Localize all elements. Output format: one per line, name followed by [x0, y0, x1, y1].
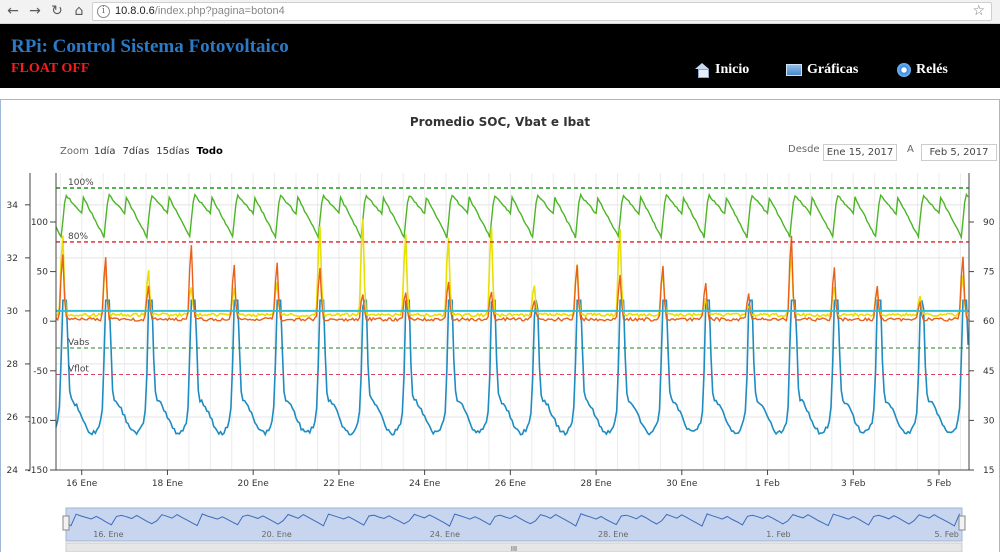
- from-date-input[interactable]: Ene 15, 2017: [823, 144, 897, 161]
- zoom-label: Zoom: [60, 146, 89, 157]
- to-date-input[interactable]: Feb 5, 2017: [921, 144, 997, 161]
- chart-title: Promedio SOC, Vbat e Ibat: [409, 115, 591, 129]
- zoom-todo-button[interactable]: Todo: [196, 146, 223, 157]
- float-status: FLOAT OFF: [11, 61, 90, 76]
- menu-item-reles[interactable]: Relés: [897, 62, 948, 78]
- to-label: A: [907, 144, 914, 155]
- bookmark-star-icon[interactable]: ☆: [972, 3, 985, 19]
- menu-label-reles: Relés: [916, 62, 948, 77]
- url-host: 10.8.0.6: [115, 5, 155, 17]
- chart-panel: [0, 99, 1000, 552]
- browser-toolbar: ← → ↻ ⌂ i 10.8.0.6/index.php?pagina=boto…: [0, 0, 1000, 24]
- address-bar[interactable]: i 10.8.0.6/index.php?pagina=boton4 ☆: [92, 2, 992, 21]
- zoom-selector: Zoom 1día 7días 15días Todo: [60, 146, 225, 157]
- relay-icon: [897, 63, 911, 77]
- info-icon[interactable]: i: [97, 5, 110, 18]
- forward-button[interactable]: →: [29, 3, 41, 19]
- url-text: 10.8.0.6/index.php?pagina=boton4: [115, 5, 285, 17]
- menu-label-inicio: Inicio: [715, 62, 750, 77]
- url-path: /index.php?pagina=boton4: [154, 5, 285, 17]
- menu-label-graficas: Gráficas: [807, 62, 859, 77]
- zoom-7dias-button[interactable]: 7días: [122, 146, 150, 157]
- reload-button[interactable]: ↻: [51, 3, 63, 19]
- from-label: Desde: [788, 144, 820, 155]
- app-header: RPi: Control Sistema Fotovoltaico FLOAT …: [0, 24, 1000, 88]
- home-icon: [695, 63, 710, 78]
- home-button[interactable]: ⌂: [74, 3, 84, 19]
- menu-item-graficas[interactable]: Gráficas: [786, 62, 858, 78]
- zoom-15dias-button[interactable]: 15días: [156, 146, 190, 157]
- zoom-1dia-button[interactable]: 1día: [93, 146, 116, 157]
- app-title: RPi: Control Sistema Fotovoltaico: [11, 36, 289, 57]
- back-button[interactable]: ←: [7, 3, 19, 19]
- chart-icon: [786, 64, 802, 76]
- menu-item-inicio[interactable]: Inicio: [695, 62, 749, 78]
